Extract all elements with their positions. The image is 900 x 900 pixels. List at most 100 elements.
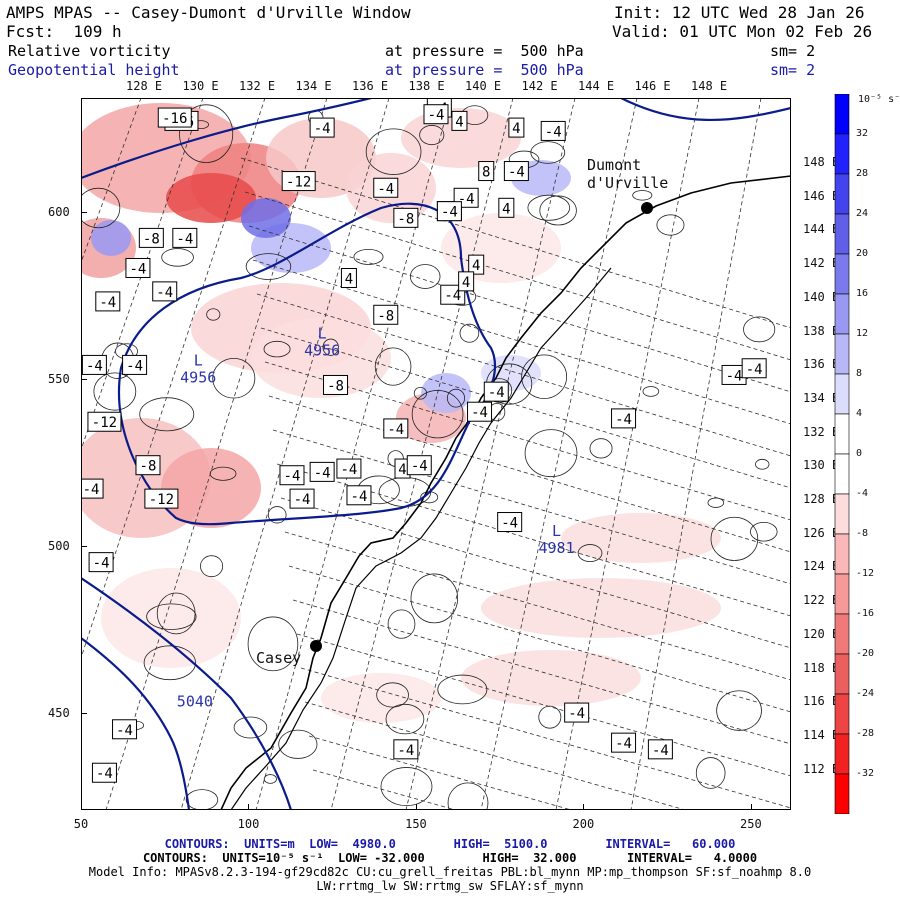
svg-text:-4: -4 xyxy=(99,295,116,311)
colorbar-box xyxy=(834,533,850,575)
vorticity-label: 4 xyxy=(458,271,475,292)
vorticity-shading-blob xyxy=(251,318,391,398)
svg-text:-4: -4 xyxy=(428,108,445,124)
vorticity-contour xyxy=(459,323,480,343)
vorticity-label: -4 xyxy=(611,408,637,429)
svg-text:4: 4 xyxy=(345,272,353,288)
svg-text:-4: -4 xyxy=(615,736,632,752)
vorticity-contour xyxy=(380,767,433,807)
svg-text:-4: -4 xyxy=(314,121,331,137)
svg-text:-4: -4 xyxy=(652,743,669,759)
vorticity-contour xyxy=(245,253,292,280)
vorticity-label: -4 xyxy=(467,401,493,422)
meridian-line xyxy=(330,98,514,810)
meridian-line xyxy=(555,98,700,810)
x-tick-mark xyxy=(248,804,250,810)
vorticity-shading-blob xyxy=(241,198,291,238)
svg-text:4: 4 xyxy=(398,462,406,478)
height-contour-north xyxy=(81,98,372,180)
vorticity-shading-blob xyxy=(561,513,721,563)
height-label: 5040 xyxy=(177,692,213,710)
colorbar-box xyxy=(834,413,850,455)
y-tick-mark xyxy=(81,211,87,213)
parallel-line xyxy=(276,463,791,617)
svg-text:-4: -4 xyxy=(284,469,301,485)
parallel-line xyxy=(264,361,791,521)
x-tick-mark xyxy=(583,804,585,810)
lon-label: 146 E xyxy=(634,79,671,93)
colorbar-label: 4 xyxy=(856,408,863,419)
vorticity-label: -4 xyxy=(122,354,148,375)
vorticity-label: -4 xyxy=(309,117,335,138)
x-tick-label: 150 xyxy=(405,817,427,831)
vorticity-contour xyxy=(743,316,776,343)
colorbar-label: 32 xyxy=(856,128,869,139)
y-tick-label: 600 xyxy=(48,204,70,219)
model-info-physics: LW:rrtmg_lw SW:rrtmg_sw SFLAY:sf_mynn xyxy=(316,879,584,893)
vorticity-contour xyxy=(156,592,196,635)
svg-text:-4: -4 xyxy=(176,231,193,247)
vorticity-contour xyxy=(143,645,196,681)
parallel-line xyxy=(300,667,791,809)
vorticity-label: -4 xyxy=(393,739,419,760)
colorbar-box xyxy=(834,693,850,735)
height-contour-info: CONTOURS: UNITS=m LOW= 4980.0 HIGH= 5100… xyxy=(164,837,736,851)
colorbar-unit: 10⁻⁵ s⁻¹ xyxy=(858,94,900,105)
vorticity-contour xyxy=(539,195,577,226)
colorbar-label: 24 xyxy=(856,208,869,219)
colorbar-box xyxy=(834,94,850,135)
svg-text:-12: -12 xyxy=(92,415,117,431)
svg-text:-4: -4 xyxy=(746,362,763,378)
vorticity-label: 4 xyxy=(340,268,357,289)
colorbar-box xyxy=(834,573,850,615)
vorticity-label: -12 xyxy=(87,411,122,432)
vorticity-contour xyxy=(710,516,759,561)
svg-text:-4: -4 xyxy=(501,516,518,532)
vorticity-label: -4 xyxy=(81,354,107,375)
vorticity-shading-blob xyxy=(481,578,721,638)
colorbar-label: 0 xyxy=(856,448,863,459)
height-contour-northeast xyxy=(620,98,791,121)
svg-text:-8: -8 xyxy=(327,378,344,394)
colorbar-label: -4 xyxy=(856,488,869,499)
vorticity-label: -4 xyxy=(423,104,449,125)
vorticity-label: -4 xyxy=(336,458,362,479)
vorticity-label: -4 xyxy=(503,161,529,182)
casey-label: Casey xyxy=(256,649,301,667)
vorticity-contour xyxy=(530,141,566,164)
dumont-durville-station xyxy=(641,202,653,214)
lon-label: 128 E xyxy=(126,79,163,93)
vorticity-contour xyxy=(263,774,277,784)
vorticity-labels: -16-12-4-4-4-4-16-4-444-48-44-4-8-444-8-… xyxy=(81,98,767,783)
lat-lon-gridlines xyxy=(81,98,791,810)
vorticity-contour xyxy=(589,438,613,459)
vorticity-contour xyxy=(409,264,441,289)
colorbar-box xyxy=(834,293,850,335)
colorbar-label: 20 xyxy=(856,248,869,259)
field2-smoothing: sm= 2 xyxy=(770,61,816,79)
colorbar-label: -20 xyxy=(856,648,875,659)
svg-text:-4: -4 xyxy=(116,723,133,739)
colorbar-box xyxy=(834,213,850,255)
init-time: Init: 12 UTC Wed 28 Jan 26 xyxy=(614,3,865,22)
vorticity-contour xyxy=(437,674,488,705)
vorticity-map: Dumont d'Urville Casey L 4956 L 4956 L 4981 504… xyxy=(81,98,791,810)
vorticity-contour xyxy=(419,125,445,146)
vorticity-label: -4 xyxy=(721,364,747,385)
parallel-line xyxy=(260,327,791,489)
y-tick-mark xyxy=(81,545,87,547)
svg-text:4: 4 xyxy=(502,201,510,217)
vorticity-shading-blob xyxy=(166,173,256,223)
vorticity-label: -4 xyxy=(95,291,121,312)
geopotential-height-contours xyxy=(81,98,791,810)
parallel-line xyxy=(284,531,791,681)
colorbar-label: -16 xyxy=(856,608,875,619)
vorticity-contour xyxy=(385,703,425,735)
svg-text:-4: -4 xyxy=(156,285,173,301)
height-label: L 4956 xyxy=(304,325,340,360)
svg-text:-4: -4 xyxy=(545,124,562,140)
vorticity-contour xyxy=(206,308,221,321)
lon-label: 134 E xyxy=(295,79,332,93)
svg-text:4: 4 xyxy=(462,275,470,291)
svg-text:-4: -4 xyxy=(377,181,394,197)
